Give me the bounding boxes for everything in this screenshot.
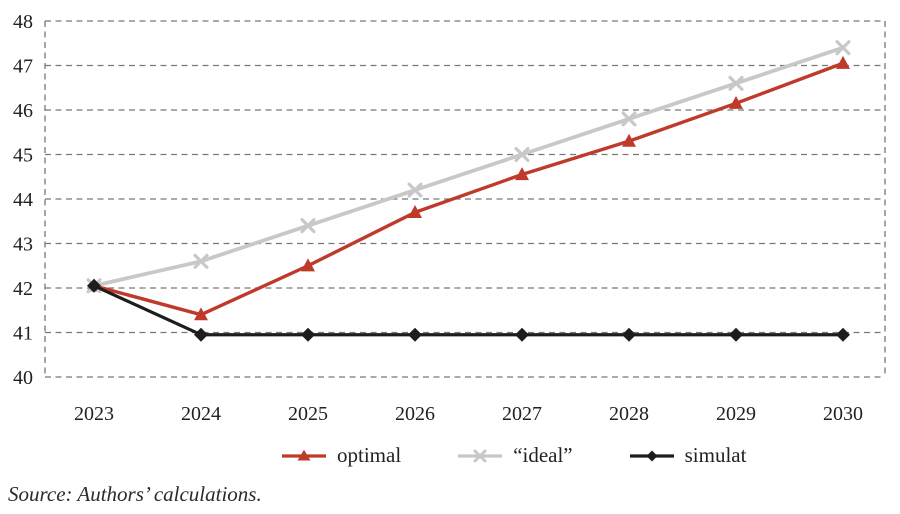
y-tick-label-47: 47	[13, 56, 33, 78]
marker-diamond-2	[194, 327, 208, 342]
series-line-2	[93, 284, 843, 337]
marker-diamond-2	[408, 327, 422, 342]
legend-item-simulat: simulat	[629, 443, 747, 467]
y-tick-label-44: 44	[13, 189, 33, 211]
marker-triangle-0	[622, 133, 636, 147]
legend-triangle-icon	[297, 449, 311, 460]
x-tick-label-2025: 2025	[288, 403, 328, 425]
marker-triangle-0	[729, 95, 743, 109]
marker-x-1	[300, 218, 316, 234]
x-tick-label-2030: 2030	[823, 403, 863, 425]
x-tick-label-2023: 2023	[74, 403, 114, 425]
y-tick-label-46: 46	[13, 100, 33, 122]
x-tick-label-2024: 2024	[181, 403, 221, 425]
marker-diamond-2	[515, 327, 529, 342]
line-chart-canvas: 40 41 42 43 44 45 46 47 48 2023 2024 2025 2026 2027 20…	[13, 11, 886, 425]
marker-x-1	[514, 146, 530, 163]
legend-diamond-icon	[646, 450, 658, 461]
marker-x-1	[407, 182, 423, 198]
x-tick-label-2026: 2026	[395, 403, 435, 425]
legend-label-simulat: simulat	[684, 443, 747, 467]
y-tick-label-42: 42	[13, 278, 33, 300]
marker-x-1	[193, 253, 209, 269]
marker-diamond-2	[836, 327, 850, 342]
chart-legend: optimal “ideal” simulat	[281, 445, 746, 466]
marker-diamond-2	[87, 278, 101, 293]
marker-diamond-2	[301, 327, 315, 342]
y-tick-label-40: 40	[13, 367, 33, 389]
legend-swatch-triangle-icon	[282, 449, 326, 460]
series-line-1	[93, 45, 844, 288]
legend-swatch-diamond-icon	[629, 450, 674, 461]
legend-label-ideal: “ideal”	[513, 443, 573, 467]
legend-label-optimal: optimal	[337, 443, 402, 467]
legend-item-optimal: optimal	[281, 445, 401, 466]
x-tick-label-2027: 2027	[502, 403, 542, 425]
y-tick-label-45: 45	[13, 145, 33, 167]
legend-swatch-x-icon	[458, 449, 503, 462]
y-tick-label-43: 43	[13, 234, 33, 256]
marker-diamond-2	[622, 327, 636, 342]
marker-diamond-2	[729, 327, 743, 342]
series-line-0	[93, 61, 844, 317]
marker-triangle-0	[301, 258, 315, 272]
marker-x-1	[728, 75, 744, 91]
y-tick-label-48: 48	[13, 11, 33, 33]
legend-item-ideal: “ideal”	[457, 443, 573, 467]
marker-triangle-0	[408, 205, 422, 218]
marker-triangle-0	[194, 307, 208, 321]
marker-x-1	[835, 40, 851, 56]
source-note: Source: Authors’ calculations.	[8, 482, 262, 506]
marker-x-1	[621, 111, 637, 127]
y-tick-label-41: 41	[13, 323, 33, 345]
marker-triangle-0	[515, 167, 529, 181]
marker-triangle-0	[836, 55, 850, 69]
legend-x-icon	[473, 449, 487, 462]
x-tick-label-2028: 2028	[609, 403, 649, 425]
x-tick-label-2029: 2029	[716, 403, 756, 425]
